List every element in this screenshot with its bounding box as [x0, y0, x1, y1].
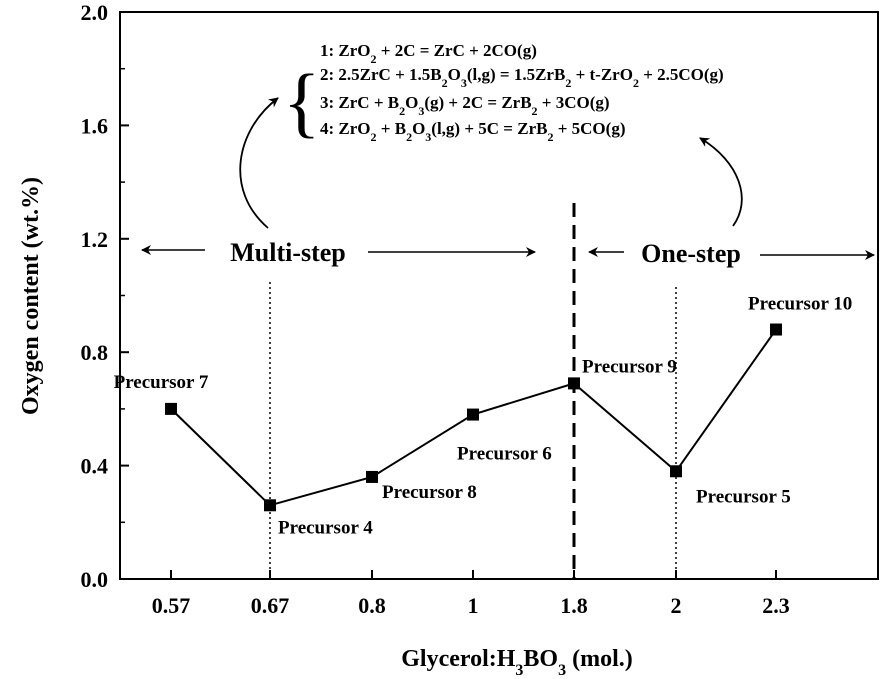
y-tick-label: 0.8 [81, 340, 109, 365]
data-point-label: Precursor 7 [114, 372, 209, 393]
x-tick-label: 1 [468, 593, 479, 618]
x-tick-label: 0.67 [251, 593, 290, 618]
data-point [568, 377, 580, 390]
data-point [670, 465, 682, 478]
data-point-label: Precursor 8 [382, 482, 477, 503]
x-tick-label: 2 [671, 593, 682, 618]
reaction-2: 2: 2.5ZrC + 1.5B2O3(l,g) = 1.5ZrB2 + t-Z… [320, 65, 724, 90]
reaction-3: 3: ZrC + B2O3(g) + 2C = ZrB2 + 3CO(g) [320, 93, 610, 118]
y-axis-title: Oxygen content (wt.%) [18, 177, 44, 415]
x-tick-label: 1.8 [560, 593, 588, 618]
data-point [264, 499, 276, 512]
reaction-4: 4: ZrO2 + B2O3(l,g) + 5C = ZrB2 + 5CO(g) [320, 119, 625, 144]
data-point-label: Precursor 10 [748, 294, 852, 315]
data-point-label: Precursor 4 [278, 517, 373, 538]
data-point [165, 402, 177, 415]
y-tick-label: 1.2 [81, 227, 109, 252]
x-tick-label: 0.57 [152, 593, 191, 618]
equation-brace: { [283, 58, 320, 145]
curved-arrow-right [699, 137, 743, 227]
y-tick-label: 0.4 [81, 454, 109, 479]
x-axis-title: Glycerol:H3BO3 (mol.) [401, 646, 633, 679]
data-point-label: Precursor 5 [696, 486, 791, 507]
data-point [366, 470, 378, 483]
reaction-1: 1: ZrO2 + 2C = ZrC + 2CO(g) [320, 41, 537, 66]
x-axis-ticks: 0.57 0.67 0.8 1 1.8 2 2.3 [152, 570, 790, 618]
data-point [770, 323, 782, 336]
data-point-label: Precursor 9 [582, 356, 677, 377]
one-step-label: One-step [641, 239, 741, 268]
multi-step-label: Multi-step [230, 238, 346, 267]
curved-arrow-left [239, 97, 279, 229]
reaction-equations: 1: ZrO2 + 2C = ZrC + 2CO(g) 2: 2.5ZrC + … [320, 41, 724, 144]
series-layer: Precursor 7 Precursor 4 Precursor 8 Precurs… [114, 294, 853, 539]
x-tick-label: 0.8 [358, 593, 386, 618]
y-tick-label: 1.6 [81, 113, 109, 138]
y-tick-label: 0.0 [81, 567, 109, 592]
data-point-label: Precursor 6 [457, 444, 552, 465]
data-point [467, 408, 479, 421]
x-tick-label: 2.3 [762, 593, 790, 618]
y-tick-label: 2.0 [81, 0, 109, 25]
y-axis-ticks: 0.0 0.4 0.8 1.2 1.6 2.0 [81, 0, 129, 592]
